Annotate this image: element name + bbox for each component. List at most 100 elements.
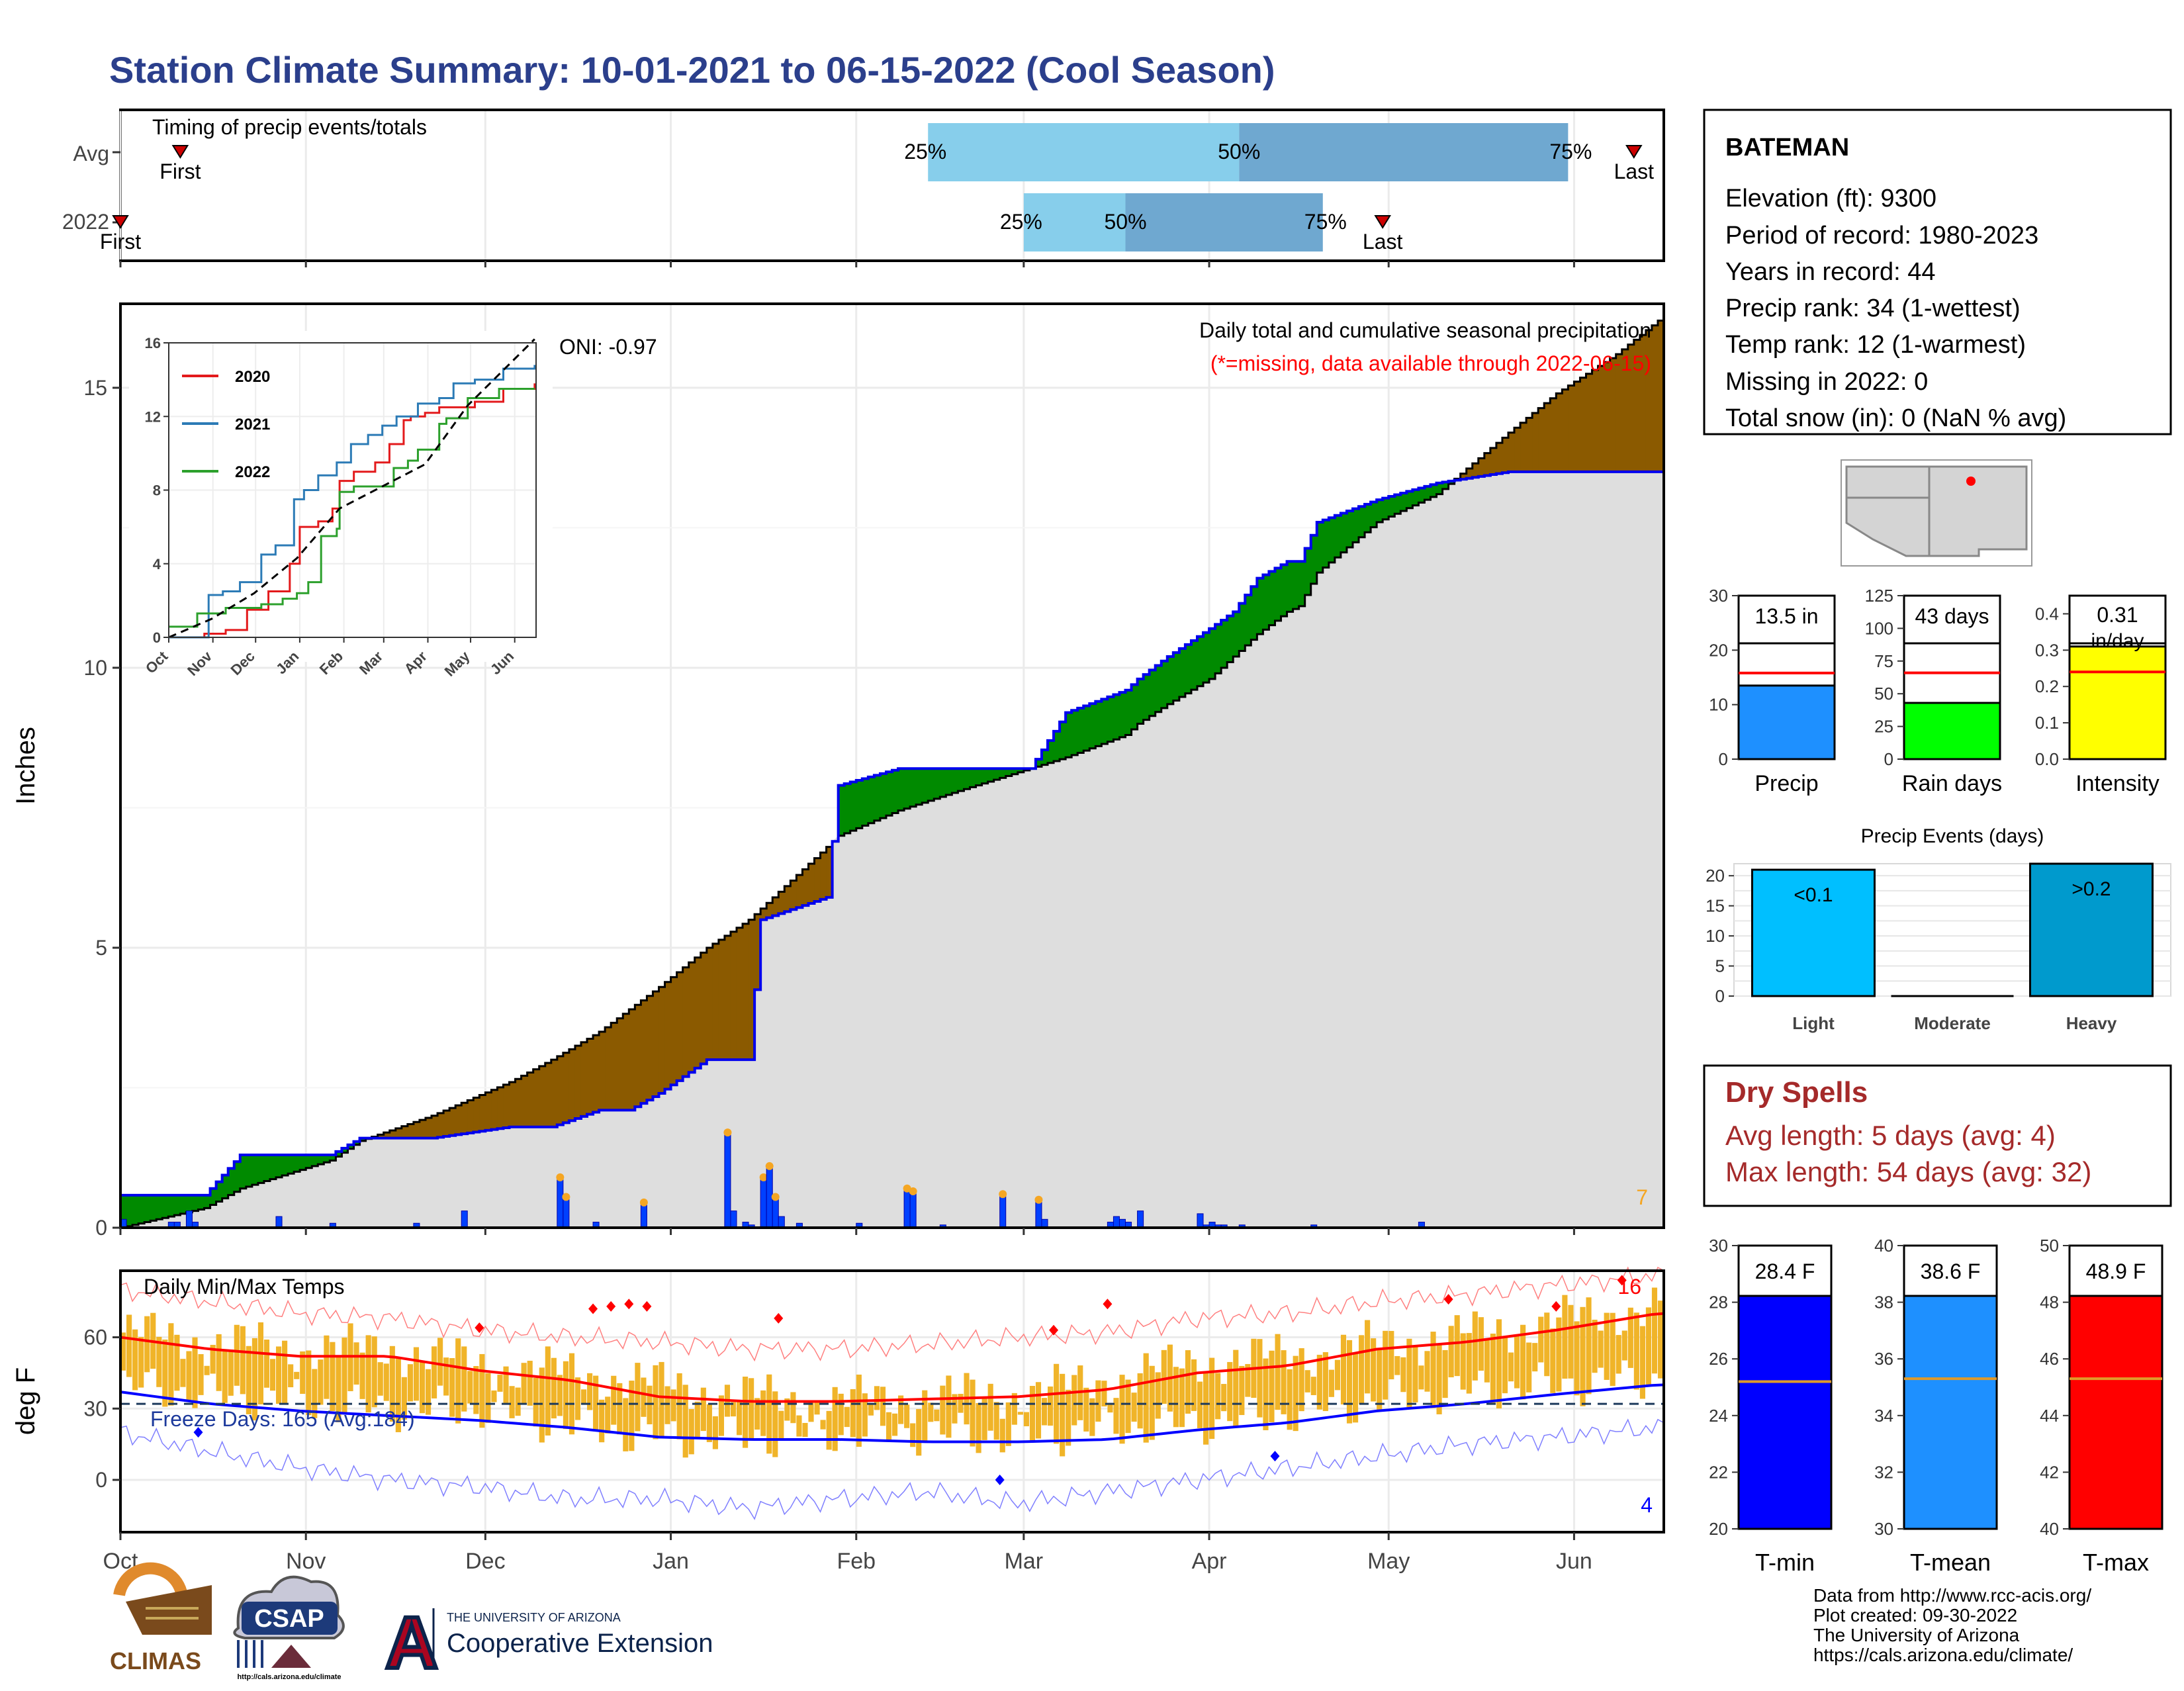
daily-temp-bar [263, 1340, 270, 1388]
daily-temp-bar [1275, 1334, 1281, 1410]
above-avg-area [1191, 640, 1198, 690]
daily-temp-bar [874, 1386, 880, 1410]
mini-chart-value: 43 days [1915, 604, 1989, 628]
below-avg-area [1484, 453, 1491, 476]
inset-y-label: 4 [153, 556, 161, 572]
events-tick-label: 20 [1706, 866, 1725, 886]
daily-temp-bar [1592, 1320, 1598, 1373]
record-high-marker [606, 1301, 616, 1312]
below-avg-area [647, 995, 653, 1101]
avg-last-label: Last [1614, 160, 1655, 183]
daily-temp-bar [832, 1387, 838, 1451]
temp-chart-tick-label: 48 [2040, 1293, 2059, 1312]
timing-panel: 25% 50% 75% First Last 25% 50% 75% First Last Tim… [62, 109, 1665, 267]
avg-p25-label: 25% [904, 140, 946, 163]
temp-chart-label: T-min [1755, 1549, 1815, 1576]
daily-temp-bar [222, 1351, 228, 1403]
daily-temp-bar [868, 1403, 874, 1416]
footer-line-1: Data from http://www.rcc-acis.org/ [1813, 1585, 2091, 1606]
temp-chart-t-mean: 38.6 F 30 32 34 36 38 40 T-mean [1874, 1236, 1998, 1576]
temp-chart-tick-label: 26 [1709, 1349, 1728, 1369]
below-avg-area [1568, 385, 1574, 472]
dry-spells-avg: Avg length: 5 days (avg: 4) [1725, 1120, 2056, 1151]
above-avg-area [1060, 721, 1066, 760]
daily-temp-bar [700, 1387, 706, 1432]
above-avg-area [300, 1155, 306, 1170]
daily-temp-bar [1179, 1368, 1185, 1428]
daily-temp-bar [743, 1377, 749, 1448]
daily-temp-bar [365, 1335, 371, 1413]
temp-chart-tick-label: 40 [1874, 1236, 1893, 1256]
below-avg-area [749, 919, 755, 1060]
daily-temp-bar [706, 1404, 712, 1442]
above-avg-area [952, 768, 958, 794]
above-avg-area [1221, 620, 1228, 668]
daily-temp-bar [976, 1402, 981, 1453]
heavy-day-marker [556, 1173, 565, 1181]
below-avg-area [1526, 418, 1533, 472]
daily-temp-bar [904, 1404, 910, 1428]
daily-temp-bar [1645, 1307, 1652, 1387]
above-avg-area [228, 1168, 235, 1195]
temp-chart-tick-label: 24 [1709, 1406, 1728, 1426]
below-avg-area [497, 1087, 504, 1129]
below-avg-area [760, 908, 767, 920]
y2022-last-marker [1374, 215, 1391, 229]
daily-temp-bar [1304, 1370, 1310, 1393]
below-avg-area [1621, 349, 1629, 472]
daily-temp-bar [533, 1377, 539, 1427]
temp-chart-tick-label: 46 [2040, 1349, 2059, 1369]
above-avg-area [1054, 731, 1060, 761]
temp-chart-tick-label: 20 [1709, 1519, 1728, 1539]
daily-temp-bar [1604, 1312, 1610, 1380]
daily-temp-bar [413, 1347, 420, 1401]
daily-temp-bar [1496, 1319, 1502, 1409]
footer-line-2: Plot created: 09-30-2022 [1813, 1605, 2017, 1625]
below-avg-area [1520, 422, 1527, 472]
above-avg-area [1263, 574, 1269, 630]
below-avg-area [730, 931, 737, 1060]
daily-temp-bar [126, 1314, 132, 1377]
mini-chart-tick-label: 0.3 [2035, 640, 2059, 660]
daily-temp-bar [659, 1361, 664, 1439]
below-avg-area [437, 1113, 444, 1138]
above-avg-area [359, 1138, 367, 1141]
above-avg-area [1430, 484, 1437, 497]
below-avg-area [1472, 463, 1479, 478]
above-avg-area [269, 1155, 277, 1179]
daily-temp-bar [132, 1329, 138, 1391]
below-avg-area [796, 874, 803, 908]
daily-temp-bar [641, 1377, 647, 1417]
below-avg-area [455, 1105, 462, 1135]
location-map [1841, 459, 2032, 567]
record-high-marker [642, 1301, 652, 1312]
y-tick-label: 0 [95, 1216, 107, 1240]
daily-temp-bar [497, 1375, 503, 1392]
daily-temp-bar [730, 1402, 737, 1417]
daily-temp-bar [850, 1389, 856, 1438]
daily-temp-bar [617, 1383, 623, 1435]
below-avg-area [569, 1049, 576, 1121]
daily-temp-bar [981, 1397, 987, 1440]
y2022-first-label: First [100, 230, 141, 253]
daily-temp-bar [432, 1346, 437, 1398]
daily-temp-bar [551, 1357, 557, 1419]
above-avg-area [1048, 740, 1054, 763]
above-avg-area [844, 784, 851, 833]
events-bar-heavy [2029, 862, 2154, 997]
record-high-marker [588, 1303, 598, 1314]
daily-temp-bar [1066, 1389, 1071, 1446]
above-avg-area [1066, 712, 1072, 758]
heavy-day-marker [771, 1193, 780, 1201]
above-avg-area [1089, 704, 1096, 749]
daily-temp-bar [796, 1415, 802, 1437]
daily-temp-bar [1377, 1348, 1383, 1410]
above-avg-area [162, 1195, 169, 1218]
above-avg-area [1113, 694, 1120, 740]
daily-temp-bar [1227, 1361, 1233, 1422]
mini-chart-tick-label: 0.1 [2035, 713, 2059, 733]
y-tick-label: 15 [83, 376, 107, 400]
daily-temp-bar [168, 1323, 174, 1406]
above-avg-area [312, 1155, 318, 1166]
below-avg-area [1592, 369, 1599, 472]
